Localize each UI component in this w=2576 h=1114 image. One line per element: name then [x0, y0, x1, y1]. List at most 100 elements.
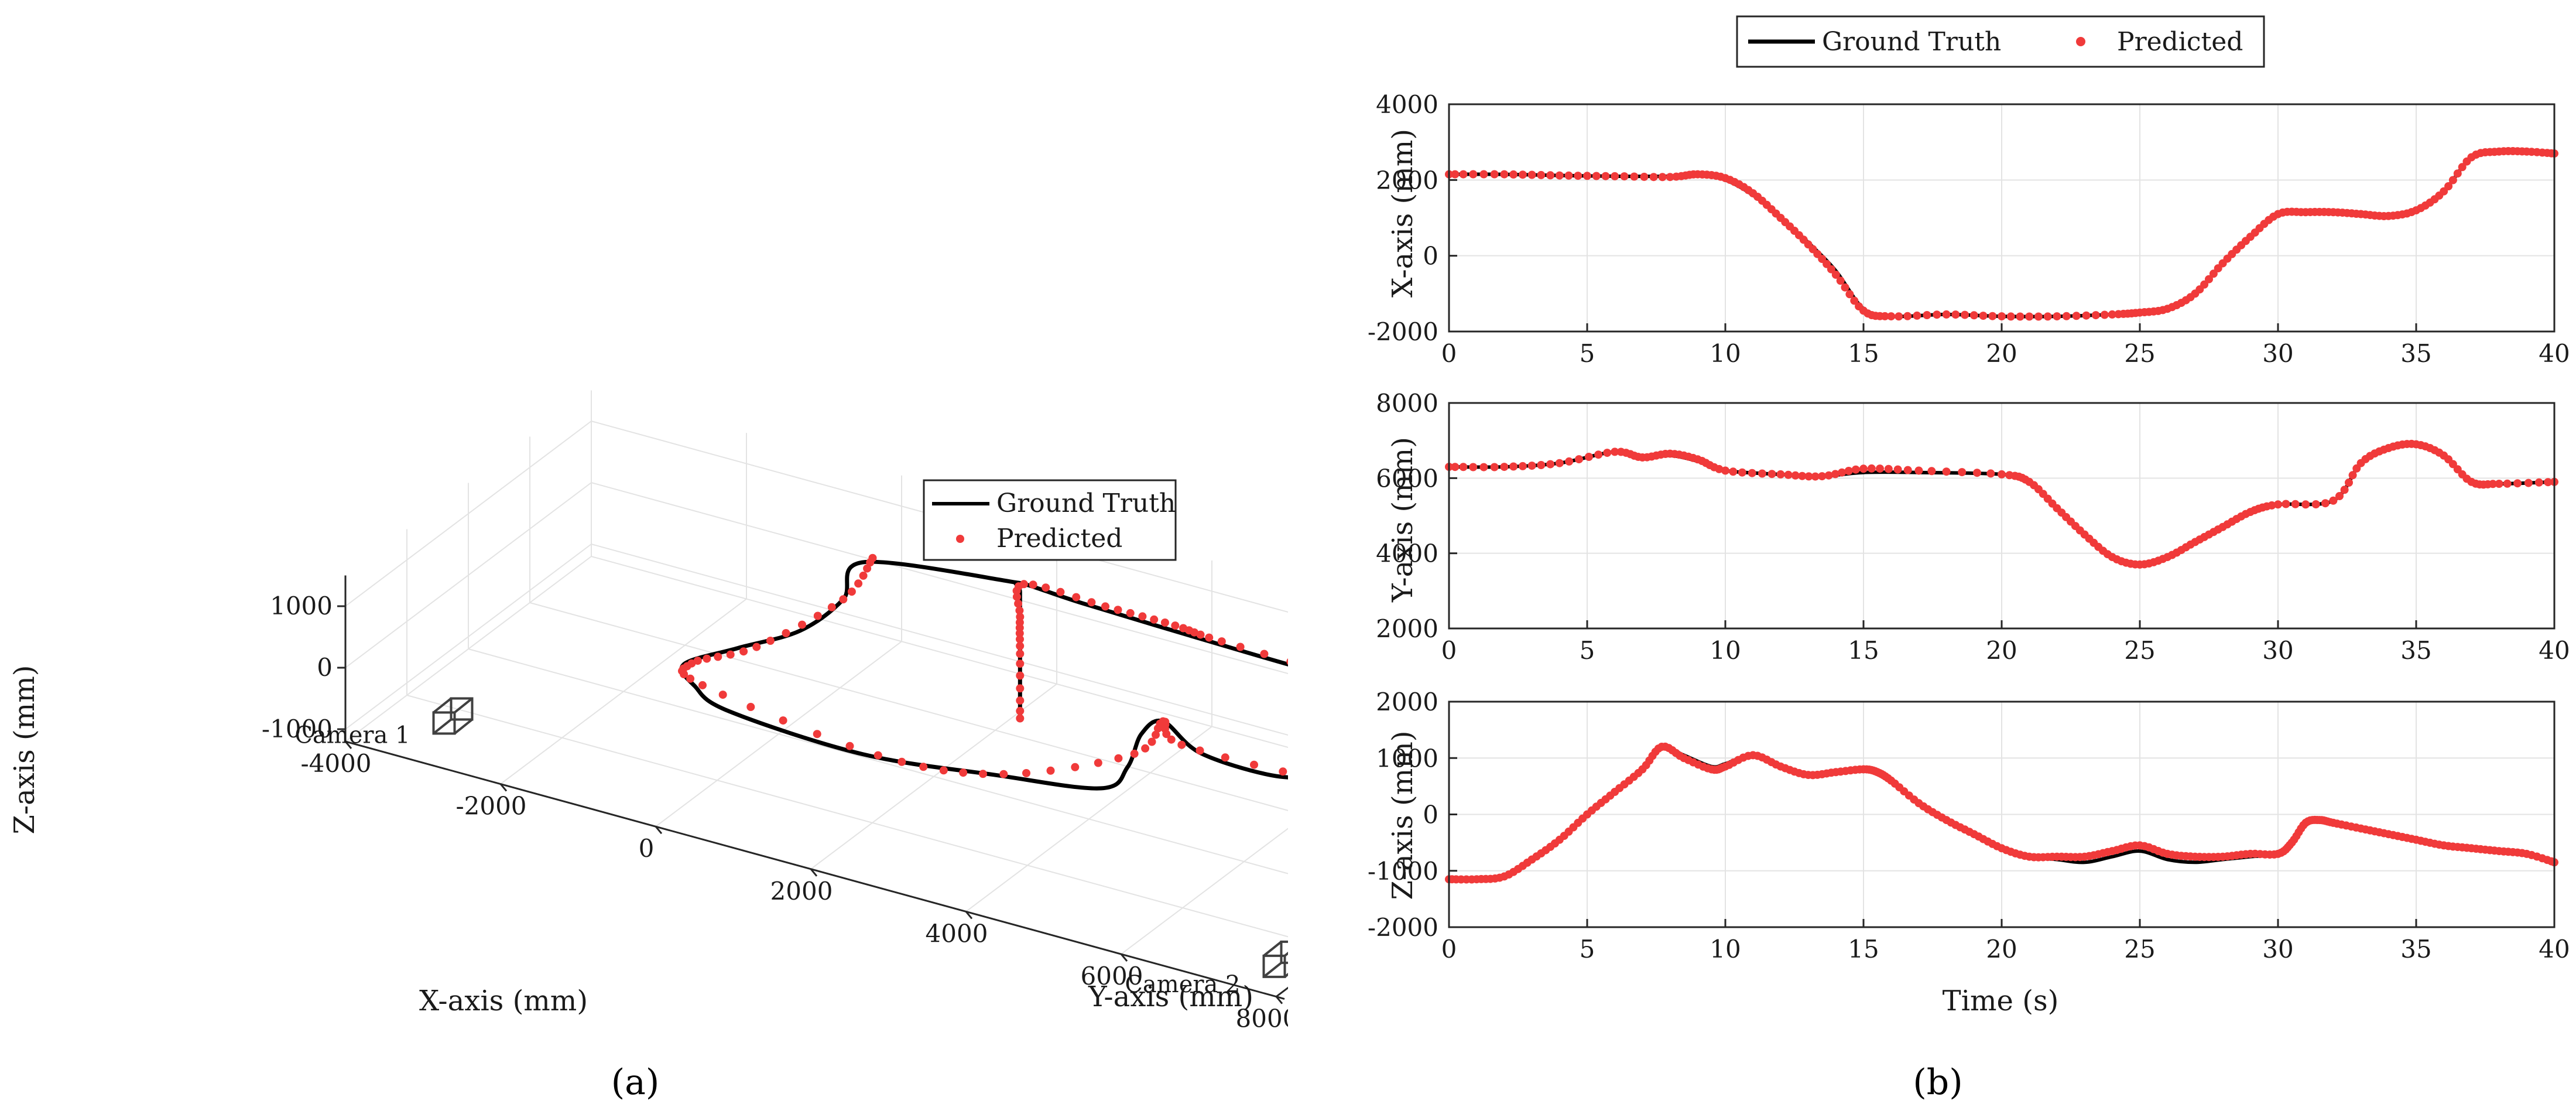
predicted-point [1451, 463, 1460, 471]
predicted-point [1016, 641, 1025, 650]
camera-cube-edge [454, 718, 473, 735]
predicted-point [1845, 290, 1854, 299]
predicted-point [1130, 749, 1139, 758]
x-tick-label: 5 [1580, 935, 1595, 963]
predicted-point [1479, 170, 1488, 179]
predicted-point [2043, 312, 2052, 321]
predicted-point [1927, 467, 1936, 476]
plot-time-axis-title: Time (s) [1943, 985, 2059, 1017]
camera-cube-edge [433, 697, 452, 714]
predicted-point [1555, 171, 1564, 180]
x-tick-mark [1120, 954, 1128, 962]
predicted-point [2448, 176, 2457, 184]
predicted-point [1887, 312, 1896, 321]
chart-a-legend: Ground Truth Predicted [923, 479, 1177, 561]
predicted-point [1721, 466, 1729, 475]
chart-a-x-axis-title: X-axis (mm) [419, 985, 588, 1017]
predicted-point [847, 587, 856, 596]
predicted-point [1973, 469, 1981, 477]
predicted-point [1583, 172, 1591, 180]
x-tick-label: 0 [1441, 339, 1457, 368]
plot-z-y-axis-title: Z-axis (mm) [1386, 731, 1419, 900]
predicted-point [1286, 658, 1288, 665]
grid-floor-y [529, 602, 1288, 811]
predicted-point [766, 637, 775, 645]
predicted-point [1016, 650, 1025, 658]
predicted-point [854, 579, 863, 588]
x-tick-label: 0 [1441, 636, 1457, 665]
x-tick-label: 5 [1580, 339, 1595, 368]
predicted-point [1016, 671, 1025, 680]
x-tick-mark [344, 741, 352, 749]
predicted-point [1575, 455, 1583, 464]
predicted-point [1880, 312, 1889, 320]
predicted-point [1126, 609, 1135, 617]
z-tick-label: 0 [317, 653, 333, 682]
predicted-point [1844, 467, 1853, 475]
predicted-point [1584, 453, 1593, 461]
predicted-point [845, 741, 854, 750]
predicted-point [1195, 746, 1204, 755]
camera-cube-edge [454, 697, 473, 714]
predicted-point [1527, 462, 1536, 470]
z-tick-label: -1000 [262, 715, 333, 743]
predicted-point [2489, 480, 2497, 488]
x-tick-label: 8000 [1236, 1004, 1288, 1033]
predicted-point [1147, 737, 1156, 746]
x-tick-label: 20 [1986, 339, 2017, 368]
predicted-point [1490, 463, 1499, 471]
predicted-point [1776, 470, 1785, 479]
y-tick-label: 0 [1423, 801, 1438, 829]
predicted-point [1998, 470, 2006, 479]
chart-b-legend-pred-swatch [2076, 37, 2085, 46]
predicted-point [1836, 276, 1845, 285]
predicted-point [1094, 758, 1102, 767]
predicted-point [1603, 449, 1612, 457]
predicted-point [1831, 470, 1839, 479]
y-axis-line [1276, 986, 1288, 997]
predicted-point [1160, 618, 1169, 627]
predicted-point [2524, 479, 2533, 487]
predicted-point [2458, 163, 2467, 172]
predicted-point [1951, 310, 1960, 319]
predicted-point [2311, 500, 2320, 508]
predicted-point [1221, 753, 1229, 762]
chart-a-legend-pred-swatch [956, 535, 964, 543]
camera-1-label: Camera 1 [294, 722, 410, 749]
predicted-point [1016, 659, 1025, 668]
predicted-point [1767, 470, 1776, 479]
predicted-point [2016, 312, 2025, 321]
predicted-point [1658, 173, 1667, 182]
x-tick-label: 0 [639, 834, 655, 863]
predicted-point [1509, 462, 1518, 471]
predicted-point [1804, 472, 1813, 481]
predicted-point [1620, 172, 1629, 181]
predicted-point [1546, 460, 1555, 469]
predicted-point [726, 650, 735, 659]
predicted-point [2321, 499, 2330, 508]
predicted-point [1758, 469, 1766, 478]
predicted-point [1818, 472, 1827, 481]
predicted-point [1042, 583, 1050, 592]
x-tick-label: -2000 [455, 792, 526, 821]
predicted-point [1152, 730, 1160, 739]
predicted-point [1190, 628, 1198, 637]
predicted-point [827, 603, 836, 611]
predicted-point [1729, 467, 1738, 476]
predicted-point [1933, 310, 1941, 319]
predicted-point [1072, 593, 1081, 602]
predicted-point [2348, 471, 2357, 480]
predicted-point [1451, 170, 1460, 179]
y-tick-label: -2000 [1368, 317, 1438, 346]
z-axis-vs-time-plot: 0 5 10 15 20 25 30 35 40 -2000 -1000 0 1000 2000 [1368, 688, 2570, 963]
camera-cube-edge [433, 718, 452, 735]
predicted-point [1715, 464, 1724, 473]
predicted-point [1867, 464, 1876, 473]
predicted-point [1014, 599, 1023, 608]
predicted-point [1546, 171, 1555, 180]
y-tick-label: -1000 [1368, 857, 1438, 886]
x-tick-label: 5 [1580, 636, 1595, 665]
camera-2-icon [1262, 940, 1288, 978]
camera-2-label: Camera 2 [1125, 971, 1240, 998]
